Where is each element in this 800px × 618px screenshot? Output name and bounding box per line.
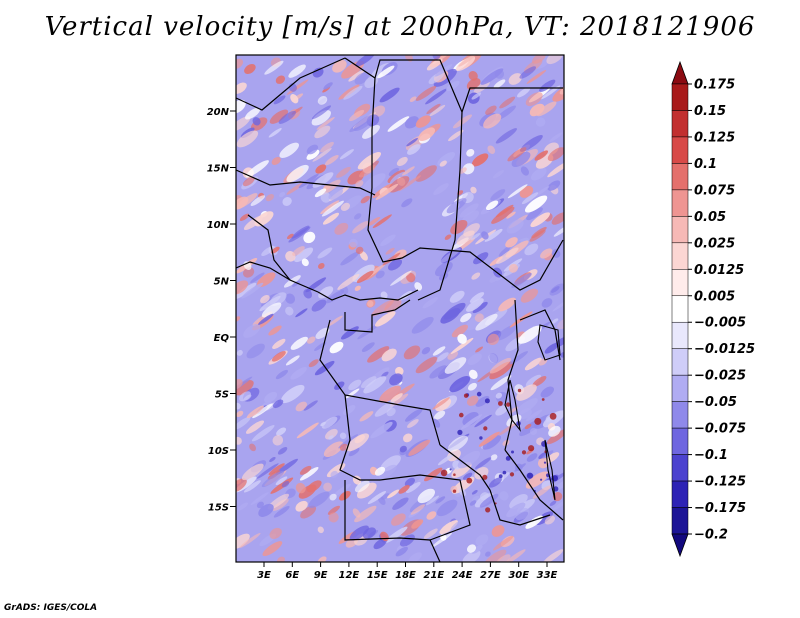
- colorbar-swatch: [671, 427, 689, 455]
- colorbar-swatch: [671, 60, 689, 85]
- colorbar-label: −0.125: [694, 475, 746, 490]
- latitude-labels: 20N 15N 10N 5N EQ 5S 10S 15S: [207, 107, 236, 514]
- lon-label: 9E: [314, 570, 328, 581]
- lon-label: 18E: [395, 570, 416, 581]
- colorbar-swatch: [671, 480, 689, 508]
- colorbar-swatch: [671, 163, 689, 191]
- lon-label: 3E: [257, 570, 271, 581]
- country-borders: [236, 57, 564, 562]
- lat-label: 20N: [207, 107, 230, 118]
- colorbar-label: 0.15: [694, 104, 726, 119]
- lon-label: 21E: [423, 570, 444, 581]
- lon-label: 30E: [508, 570, 529, 581]
- colorbar-swatch: [671, 295, 689, 323]
- colorbar: 0.175 0.15 0.125 0.1 0.075 0.05 0.025 0.0125 0.0…: [671, 60, 755, 558]
- colorbar-label: 0.125: [694, 130, 735, 145]
- colorbar-swatch: [671, 374, 689, 402]
- lake-outlines: [504, 324, 561, 501]
- lat-label: 10S: [208, 446, 229, 457]
- colorbar-label: 0.1: [694, 157, 717, 172]
- lat-label: 15S: [208, 503, 229, 514]
- colorbar-label: −0.1: [694, 448, 728, 463]
- colorbar-swatch: [671, 401, 689, 429]
- map-title: Vertical velocity [m/s] at 200hPa, VT: 2…: [44, 12, 756, 42]
- colorbar-swatch: [671, 242, 689, 270]
- lon-label: 27E: [480, 570, 501, 581]
- lon-label: 33E: [537, 570, 558, 581]
- colorbar-label: 0.0125: [694, 263, 744, 278]
- colorbar-swatch: [671, 189, 689, 217]
- colorbar-label: 0.05: [694, 210, 726, 225]
- colorbar-label: −0.0125: [694, 342, 755, 357]
- colorbar-label: −0.05: [694, 395, 737, 410]
- lon-label: 24E: [452, 570, 473, 581]
- colorbar-swatch: [671, 321, 689, 349]
- colorbar-swatch: [671, 533, 689, 558]
- colorbar-labels: 0.175 0.15 0.125 0.1 0.075 0.05 0.025 0.0125 0.0…: [688, 78, 755, 543]
- colorbar-label: −0.175: [694, 501, 746, 516]
- colorbar-swatch: [671, 348, 689, 376]
- lat-label: 5S: [215, 390, 229, 401]
- grads-credit: GrADS: IGES/COLA: [4, 603, 98, 613]
- colorbar-label: −0.2: [694, 528, 728, 543]
- colorbar-label: −0.075: [694, 422, 746, 437]
- colorbar-swatch: [671, 216, 689, 244]
- lat-label: 15N: [207, 164, 230, 175]
- colorbar-swatch: [671, 507, 689, 535]
- velocity-field: [236, 55, 564, 562]
- longitude-labels: 3E 6E 9E 12E 15E 18E 21E 24E 27E 30E 33E: [257, 562, 558, 581]
- colorbar-label: 0.005: [694, 289, 735, 304]
- colorbar-swatch: [671, 454, 689, 482]
- lon-label: 15E: [367, 570, 388, 581]
- colorbar-label: 0.175: [694, 78, 735, 93]
- colorbar-label: 0.075: [694, 183, 735, 198]
- colorbar-label: −0.005: [694, 316, 746, 331]
- colorbar-swatch: [671, 83, 689, 111]
- colorbar-label: −0.025: [694, 369, 746, 384]
- lon-label: 12E: [339, 570, 360, 581]
- map-frame: [235, 54, 565, 563]
- lat-label: EQ: [214, 333, 230, 344]
- lon-label: 6E: [285, 570, 299, 581]
- lat-label: 5N: [214, 277, 230, 288]
- colorbar-swatch: [671, 269, 689, 297]
- colorbar-label: 0.025: [694, 236, 735, 251]
- colorbar-swatch: [671, 110, 689, 138]
- colorbar-swatch: [671, 136, 689, 164]
- lat-label: 10N: [207, 220, 230, 231]
